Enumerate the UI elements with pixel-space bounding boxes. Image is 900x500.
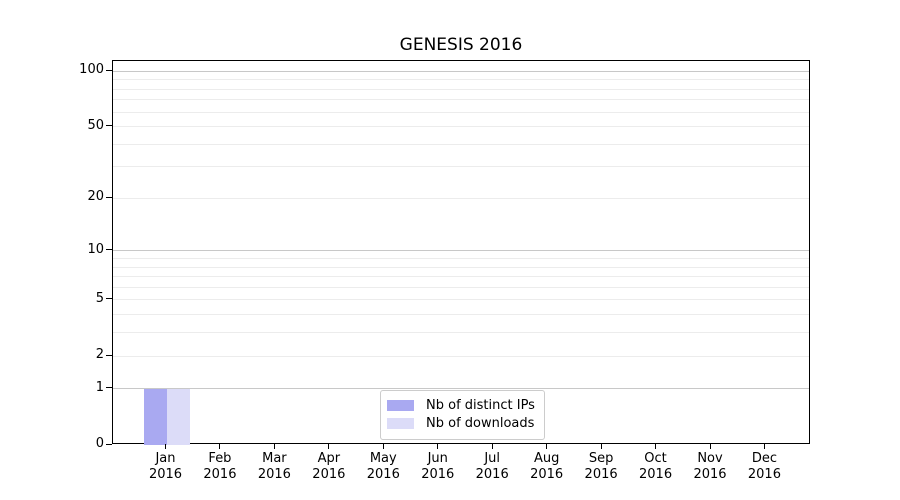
- y-tick-mark: [106, 125, 112, 127]
- gridline-minor: [113, 257, 809, 259]
- gridline-minor: [113, 299, 809, 301]
- y-tick-label: 5: [95, 290, 104, 306]
- legend-row: Nb of distinct IPs: [387, 397, 535, 414]
- x-tick-label: Jul 2016: [460, 451, 524, 483]
- x-tick-year: 2016: [530, 467, 564, 482]
- gridline-minor: [113, 332, 809, 334]
- gridline-minor: [113, 79, 809, 81]
- gridline-minor: [113, 314, 809, 316]
- x-tick-mark: [165, 444, 166, 449]
- y-tick-mark: [106, 249, 112, 251]
- x-tick-mark: [437, 444, 439, 449]
- x-tick-year: 2016: [421, 467, 455, 482]
- x-tick-year: 2016: [584, 467, 618, 482]
- bar-distinct-ips: [143, 388, 167, 445]
- x-tick-mark: [763, 444, 765, 449]
- x-tick-year: 2016: [639, 467, 673, 482]
- gridline-minor: [113, 99, 809, 101]
- x-tick-mark: [328, 444, 330, 449]
- x-tick-month: Nov: [697, 451, 723, 466]
- x-tick-mark: [600, 444, 602, 449]
- gridline-minor: [113, 276, 809, 278]
- bar-downloads: [166, 388, 190, 445]
- x-tick-month: Aug: [533, 451, 560, 466]
- x-tick-month: Sep: [588, 451, 614, 466]
- legend-swatch: [387, 418, 414, 429]
- x-tick-month: Jul: [484, 451, 501, 466]
- y-tick-mark: [106, 354, 112, 356]
- x-tick-label: Apr 2016: [297, 451, 361, 483]
- x-tick-mark: [709, 444, 711, 449]
- x-tick-label: Mar 2016: [242, 451, 306, 483]
- y-tick-label: 100: [79, 62, 104, 78]
- x-tick-year: 2016: [257, 467, 291, 482]
- plot-area: Nb of distinct IPs Nb of downloads: [112, 60, 810, 445]
- x-tick-label: Oct 2016: [624, 451, 688, 483]
- y-tick-label: 2: [95, 347, 104, 362]
- x-tick-month: Oct: [644, 451, 667, 466]
- gridline-minor: [113, 88, 809, 90]
- x-tick-label: Sep 2016: [569, 451, 633, 483]
- y-tick-mark: [106, 387, 112, 389]
- chart-title: GENESIS 2016: [399, 35, 523, 55]
- x-tick-label: Jan 2016: [134, 451, 198, 483]
- x-tick-mark: [219, 444, 221, 449]
- gridline-major: [113, 250, 809, 252]
- x-tick-year: 2016: [475, 467, 509, 482]
- x-tick-mark: [491, 444, 493, 449]
- x-tick-mark: [655, 444, 657, 449]
- y-tick-label: 1: [95, 379, 104, 395]
- x-tick-label: Aug 2016: [515, 451, 579, 483]
- gridline-minor: [113, 197, 809, 199]
- x-tick-month: Dec: [751, 451, 778, 466]
- legend: Nb of distinct IPs Nb of downloads: [380, 390, 545, 440]
- x-tick-month: Mar: [262, 451, 287, 466]
- x-tick-month: Jun: [427, 451, 448, 466]
- gridline-minor: [113, 143, 809, 145]
- x-tick-year: 2016: [312, 467, 346, 482]
- x-tick-mark: [273, 444, 275, 449]
- gridline-minor: [113, 266, 809, 268]
- x-tick-month: May: [369, 451, 397, 466]
- gridline-minor: [113, 166, 809, 168]
- gridline-minor: [113, 126, 809, 128]
- y-tick-label: 0: [95, 436, 104, 451]
- y-tick-label: 50: [87, 117, 104, 133]
- y-tick-mark: [106, 69, 112, 71]
- gridline-minor: [113, 286, 809, 288]
- y-tick-label: 10: [87, 241, 104, 257]
- x-tick-label: Feb 2016: [188, 451, 252, 483]
- x-tick-label: Dec 2016: [732, 451, 796, 483]
- x-tick-month: Apr: [317, 451, 341, 466]
- legend-swatch: [387, 400, 414, 411]
- y-tick-mark: [106, 298, 112, 300]
- y-tick-label: 20: [87, 189, 104, 205]
- x-tick-year: 2016: [148, 467, 183, 482]
- x-tick-year: 2016: [366, 467, 400, 482]
- legend-label: Nb of downloads: [426, 416, 535, 431]
- y-tick-mark: [106, 196, 112, 198]
- gridline-major: [113, 70, 809, 72]
- y-tick-mark: [106, 443, 112, 445]
- gridline-major: [113, 388, 809, 390]
- x-tick-year: 2016: [203, 467, 237, 482]
- x-tick-month: Feb: [208, 451, 232, 466]
- x-tick-label: May 2016: [351, 451, 415, 483]
- legend-label: Nb of distinct IPs: [426, 398, 535, 413]
- legend-row: Nb of downloads: [387, 415, 535, 432]
- x-tick-label: Jun 2016: [406, 451, 470, 483]
- gridline-minor: [113, 111, 809, 113]
- x-tick-mark: [546, 444, 548, 449]
- gridline-minor: [113, 355, 809, 357]
- x-tick-mark: [382, 444, 384, 449]
- x-tick-label: Nov 2016: [678, 451, 742, 483]
- x-tick-year: 2016: [693, 467, 727, 482]
- x-tick-year: 2016: [747, 467, 781, 482]
- x-tick-month: Jan: [155, 451, 176, 466]
